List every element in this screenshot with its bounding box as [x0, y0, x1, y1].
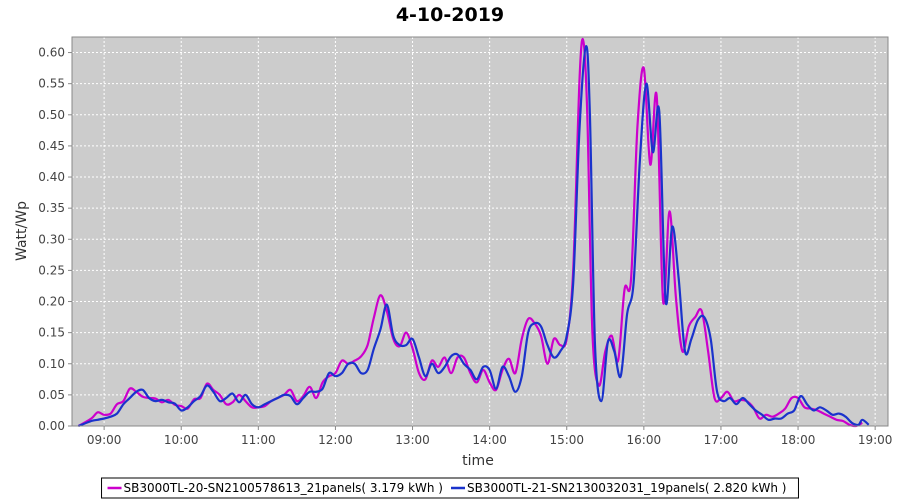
- y-tick-label: 0.20: [38, 295, 65, 309]
- y-tick-label: 0.40: [38, 170, 65, 184]
- x-tick-label: 13:00: [395, 433, 430, 447]
- x-tick-label: 18:00: [781, 433, 816, 447]
- x-tick-label: 11:00: [241, 433, 276, 447]
- legend: SB3000TL-20-SN2100578613_21panels( 3.179…: [101, 477, 799, 499]
- legend-label-2: SB3000TL-21-SN2130032031_19panels( 2.820…: [467, 481, 786, 495]
- y-tick-label: 0.00: [38, 419, 65, 433]
- legend-label-1: SB3000TL-20-SN2100578613_21panels( 3.179…: [124, 481, 443, 495]
- y-tick-label: 0.10: [38, 357, 65, 371]
- y-tick-label: 0.15: [38, 326, 65, 340]
- legend-box: [101, 477, 799, 499]
- series-line-2: [78, 45, 870, 428]
- series-line-1: [77, 37, 863, 428]
- y-axis: 0.00 0.05 0.10 0.15 0.20 0.25 0.30 0.35 0.40 0.45…: [38, 46, 72, 433]
- y-tick-label: 0.50: [38, 108, 65, 122]
- y-tick-label: 0.55: [38, 77, 65, 91]
- x-axis-label: time: [462, 453, 494, 469]
- x-tick-label: 15:00: [549, 433, 584, 447]
- grid-lines: [72, 37, 888, 427]
- x-axis: 09:00 10:00 11:00 12:00 13:00 14:00 15:00 16:00…: [87, 426, 893, 447]
- x-tick-label: 14:00: [472, 433, 507, 447]
- y-tick-label: 0.05: [38, 388, 65, 402]
- x-tick-label: 12:00: [318, 433, 353, 447]
- series-layer: [77, 37, 870, 428]
- x-tick-label: 16:00: [627, 433, 662, 447]
- plot-border: [71, 36, 889, 427]
- plot-area: [72, 37, 888, 426]
- y-tick-label: 0.60: [38, 46, 65, 60]
- x-tick-label: 09:00: [87, 433, 122, 447]
- y-tick-label: 0.30: [38, 232, 65, 246]
- y-tick-label: 0.35: [38, 201, 65, 215]
- y-tick-label: 0.45: [38, 139, 65, 153]
- chart-title: 4-10-2019: [396, 4, 504, 26]
- x-tick-label: 17:00: [704, 433, 739, 447]
- x-tick-label: 10:00: [164, 433, 199, 447]
- y-axis-label: Watt/Wp: [14, 201, 30, 261]
- x-tick-label: 19:00: [858, 433, 893, 447]
- y-tick-label: 0.25: [38, 263, 65, 277]
